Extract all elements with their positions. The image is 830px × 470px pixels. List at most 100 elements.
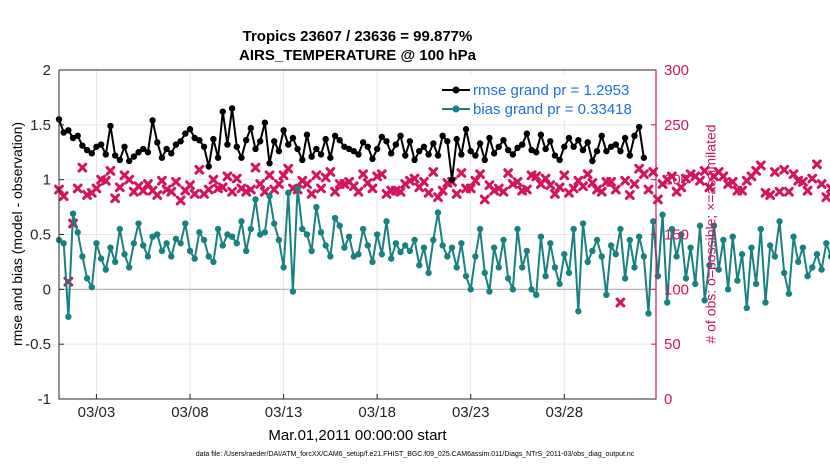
obs-mark: [124, 174, 135, 185]
obs-point: [475, 169, 485, 180]
bias-point: [607, 242, 615, 249]
bias-point: [261, 229, 269, 236]
bias-point: [242, 247, 250, 255]
rmse-point: [425, 151, 432, 158]
rmse-point: [336, 136, 343, 144]
bias-point: [649, 218, 657, 225]
bias-point: [710, 222, 718, 229]
rmse-point: [467, 147, 474, 155]
rmse-point: [135, 149, 142, 156]
rmse-point: [420, 143, 428, 150]
bias-point: [547, 240, 554, 247]
obs-point: [521, 184, 532, 195]
obs-mark: [376, 169, 387, 180]
obs-point: [606, 176, 616, 187]
obs-point: [250, 162, 261, 173]
obs-point: [695, 175, 705, 186]
bias-point: [317, 229, 325, 236]
bias-point: [827, 253, 830, 260]
bias-point: [233, 240, 240, 247]
obs-mark: [503, 168, 514, 178]
obs-mark: [718, 171, 729, 182]
obs-mark: [676, 182, 687, 193]
obs-mark: [302, 179, 312, 189]
obs-point: [100, 175, 111, 186]
bias-point: [392, 240, 400, 247]
obs-point: [727, 176, 738, 187]
obs-mark: [638, 169, 649, 180]
bias-point: [266, 192, 273, 200]
y2-axis-label: # of obs: o=possible; ×=assimilated: [702, 124, 719, 344]
obs-point: [419, 176, 429, 187]
obs-point: [531, 171, 542, 182]
bias-point: [420, 244, 428, 251]
rmse-point: [387, 150, 395, 157]
obs-mark: [798, 176, 808, 187]
rmse-point: [158, 154, 166, 161]
bias-point: [598, 253, 605, 260]
bias-point: [364, 242, 371, 249]
obs-point: [667, 171, 677, 182]
rmse-point: [439, 132, 446, 139]
obs-point: [72, 183, 83, 194]
legend-bias-marker: [452, 105, 460, 113]
y-tick-label: 1: [43, 172, 51, 189]
obs-mark: [606, 176, 616, 187]
obs-mark: [610, 184, 621, 195]
obs-point: [316, 183, 326, 194]
legend-bias-label: bias grand pr = 0.33418: [473, 101, 632, 118]
rmse-point: [355, 151, 362, 158]
rmse-point: [364, 143, 371, 150]
bias-point: [752, 280, 760, 288]
rmse-point: [598, 132, 605, 139]
bias-point: [617, 225, 624, 233]
rmse-point: [303, 131, 311, 138]
rmse-point: [144, 149, 152, 156]
bias-point: [640, 253, 648, 260]
rmse-point: [214, 154, 222, 161]
bias-point: [228, 233, 236, 240]
rmse-point: [537, 131, 545, 138]
obs-point: [643, 184, 654, 195]
rmse-point: [205, 163, 212, 170]
obs-mark: [91, 183, 102, 194]
obs-mark: [419, 176, 429, 187]
obs-point: [114, 182, 125, 193]
y2-tick-label: 300: [664, 62, 689, 79]
rmse-point: [154, 139, 161, 146]
rmse-point: [219, 108, 226, 115]
bias-point: [696, 222, 704, 229]
rmse-point: [168, 150, 175, 157]
rmse-point: [490, 150, 498, 157]
bias-point: [626, 236, 633, 244]
footnote: data file: /Users/raeder/DAI/ATM_forcXX/…: [195, 451, 635, 458]
bias-point: [504, 275, 512, 282]
obs-point: [203, 184, 214, 195]
bias-point: [238, 218, 245, 225]
obs-mark: [227, 186, 238, 197]
bias-point: [200, 236, 208, 244]
obs-point: [245, 184, 256, 195]
bias-point: [130, 240, 138, 247]
bias-point: [743, 304, 750, 312]
obs-mark: [409, 173, 420, 184]
bias-point: [271, 220, 278, 227]
obs-point: [545, 180, 556, 191]
obs-mark: [807, 173, 818, 184]
rmse-point: [444, 138, 451, 145]
obs-mark: [479, 194, 490, 205]
bias-point: [542, 272, 549, 280]
rmse-point: [317, 151, 325, 158]
obs-point: [194, 164, 205, 175]
rmse-point: [430, 140, 437, 147]
obs-mark: [250, 162, 261, 173]
bias-point: [308, 247, 315, 255]
rmse-point: [111, 152, 119, 159]
bias-point: [140, 242, 147, 249]
legend-rmse-label: rmse grand pr = 1.2953: [473, 82, 629, 99]
obs-mark: [629, 179, 640, 189]
obs-point: [456, 168, 467, 178]
rmse-point: [125, 157, 133, 165]
obs-point: [699, 165, 710, 176]
rmse-point: [369, 155, 376, 163]
